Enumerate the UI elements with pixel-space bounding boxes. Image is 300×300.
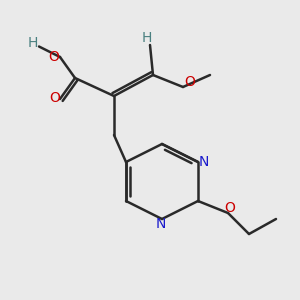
Text: O: O: [224, 201, 235, 214]
Text: N: N: [155, 218, 166, 231]
Text: O: O: [49, 91, 60, 104]
Text: O: O: [49, 50, 59, 64]
Text: N: N: [198, 155, 208, 169]
Text: O: O: [184, 76, 195, 89]
Text: H: H: [27, 36, 38, 50]
Text: H: H: [142, 32, 152, 45]
